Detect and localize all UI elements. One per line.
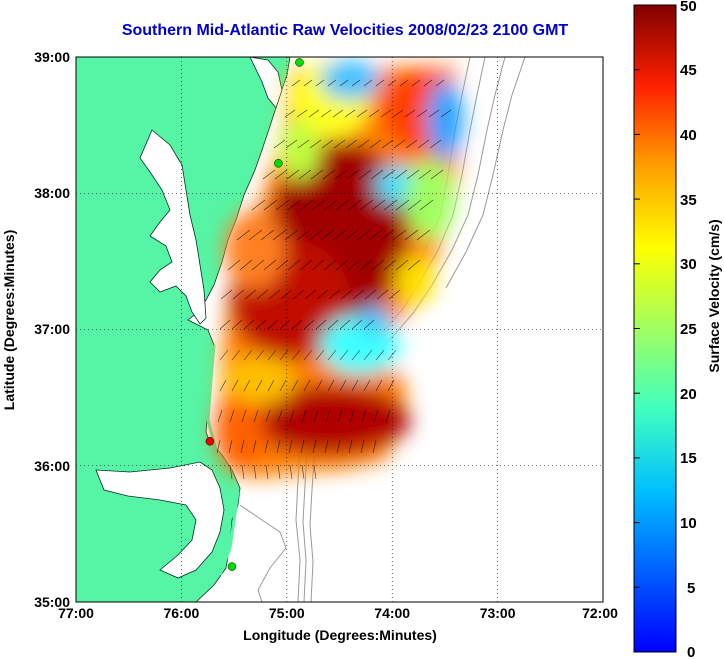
station-markers — [205, 58, 304, 571]
colorbar-tick-label: 20 — [680, 386, 697, 403]
map-title: Southern Mid-Atlantic Raw Velocities 200… — [121, 22, 569, 39]
colorbar-tick-label: 35 — [680, 192, 697, 209]
x-tick-label: 74:00 — [374, 605, 410, 621]
delaware-bay — [249, 57, 283, 109]
station-marker — [227, 562, 237, 571]
y-tick-label: 39:00 — [34, 49, 70, 65]
colorbar-tick-label: 15 — [680, 450, 697, 467]
colorbar-tick-label: 25 — [680, 321, 697, 338]
x-tick-label: 75:00 — [269, 605, 305, 621]
y-tick-label: 37:00 — [34, 321, 70, 337]
x-tick-labels: 77:00 76:00 75:00 74:00 73:00 72:00 — [58, 605, 618, 621]
colorbar-tick-label: 50 — [680, 0, 697, 15]
colorbar-tick-label: 5 — [687, 580, 695, 597]
x-tick-label: 72:00 — [582, 605, 618, 621]
colorbar-tick-labels: 50 45 40 35 30 25 20 15 10 5 0 — [680, 0, 697, 659]
y-tick-label: 35:00 — [34, 594, 70, 610]
x-tick-label: 76:00 — [163, 605, 199, 621]
station-marker — [295, 58, 304, 67]
station-marker — [205, 436, 215, 446]
colorbar-tick-label: 10 — [680, 515, 697, 532]
colorbar-tick-label: 0 — [687, 644, 695, 659]
colorbar-label: Surface Velocity (cm/s) — [706, 219, 722, 372]
y-tick-labels: 39:00 38:00 37:00 36:00 35:00 — [34, 49, 70, 610]
x-axis-label: Longitude (Degrees:Minutes) — [243, 627, 437, 643]
x-tick-label: 77:00 — [58, 605, 94, 621]
chesapeake-bay — [139, 129, 207, 325]
colorbar-ticks — [634, 4, 640, 588]
colorbar-tick-label: 30 — [680, 256, 697, 273]
y-tick-label: 38:00 — [34, 185, 70, 201]
grid-lines — [76, 57, 603, 602]
pamlico-sound — [95, 461, 225, 579]
plot-frame — [75, 56, 604, 603]
x-tick-label: 73:00 — [480, 605, 516, 621]
velocity-field — [215, 60, 463, 480]
colorbar-tick-label: 45 — [680, 62, 697, 79]
station-marker — [274, 159, 283, 168]
colorbar-tick-label: 40 — [680, 127, 697, 144]
y-axis-label: Latitude (Degrees:Minutes) — [1, 230, 17, 410]
y-tick-label: 36:00 — [34, 458, 70, 474]
colorbar — [633, 4, 677, 653]
